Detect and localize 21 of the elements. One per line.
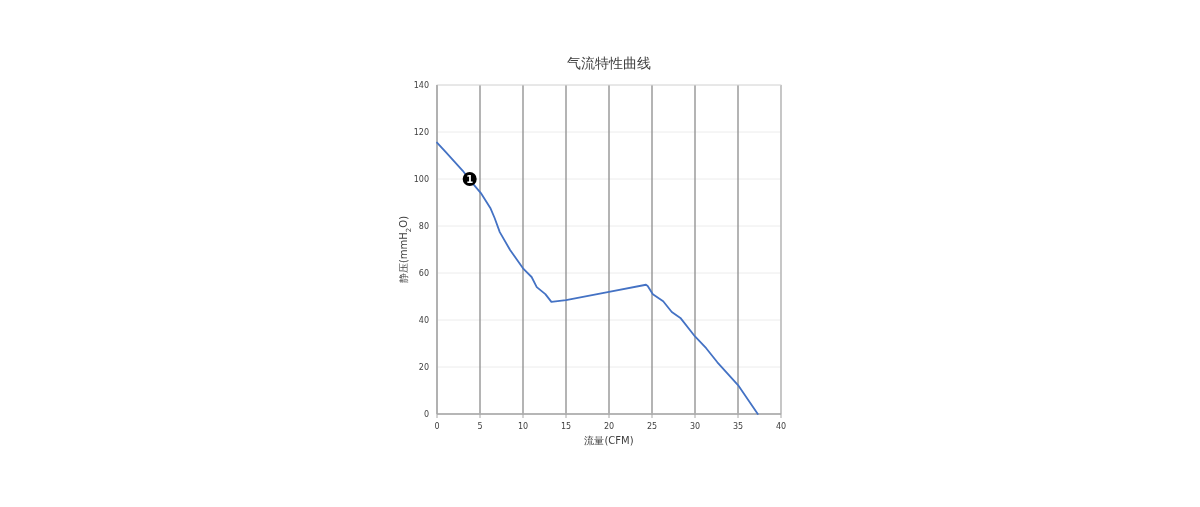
x-tick-label: 30 bbox=[689, 422, 701, 431]
x-tick-label: 15 bbox=[560, 422, 572, 431]
y-tick-label: 80 bbox=[418, 222, 429, 231]
y-tick-label: 0 bbox=[423, 410, 429, 419]
y-tick-label: 60 bbox=[418, 269, 429, 278]
x-tick-label: 40 bbox=[775, 422, 787, 431]
x-tick-label: 20 bbox=[603, 422, 615, 431]
y-tick-label: 140 bbox=[413, 81, 429, 90]
x-tick-label: 5 bbox=[477, 422, 483, 431]
chart-title: 气流特性曲线 bbox=[567, 55, 651, 71]
y-tick-label: 100 bbox=[413, 175, 429, 184]
annotation-marker: 1 bbox=[462, 172, 477, 186]
x-axis-title: 流量(CFM) bbox=[584, 435, 634, 446]
y-tick-label: 120 bbox=[413, 128, 429, 137]
y-tick-label: 20 bbox=[418, 363, 429, 372]
annotation: 1 bbox=[466, 174, 474, 185]
x-tick-label: 0 bbox=[434, 422, 440, 431]
x-tick-label: 25 bbox=[646, 422, 658, 431]
x-tick-label: 35 bbox=[732, 422, 744, 431]
x-tick-label: 10 bbox=[517, 422, 529, 431]
y-tick-label: 40 bbox=[418, 316, 429, 325]
